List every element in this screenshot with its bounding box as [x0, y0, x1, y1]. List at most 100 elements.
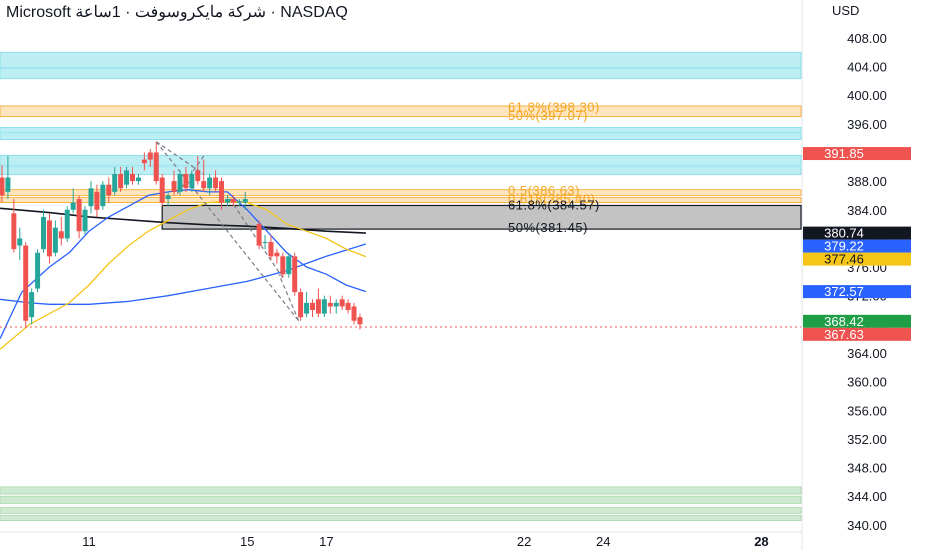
candle-body-38 [224, 199, 230, 203]
zone-green-10 [0, 495, 802, 504]
candle-body-56 [339, 299, 345, 307]
candle-body-7 [41, 216, 47, 250]
ma-line-yellow-3 [0, 200, 367, 350]
candle-body-8 [46, 220, 52, 257]
zone-cyan-6 [0, 166, 802, 176]
price-tag-bg [803, 239, 911, 253]
candles [0, 141, 363, 330]
candle-body-18 [106, 184, 112, 196]
candle-body-27 [159, 177, 165, 203]
candle-body-1 [5, 177, 11, 192]
candle-body-22 [130, 173, 136, 182]
candle-body-48 [292, 256, 298, 293]
candle-body-54 [327, 302, 333, 307]
y-tick-label: 404.00 [847, 60, 887, 75]
y-tick-label: 384.00 [847, 203, 887, 218]
candle-body-58 [351, 306, 357, 321]
fib-label-1: 50%(397.07) [508, 108, 588, 123]
currency-label[interactable]: USD [832, 3, 860, 18]
y-tick-label: 408.00 [847, 31, 887, 46]
price-tag-367.63: 367.63 [803, 327, 911, 342]
y-tick-label: 340.00 [847, 518, 887, 533]
candle-body-32 [189, 173, 195, 189]
dashed-line-3 [226, 195, 284, 279]
zone-orange-8 [0, 197, 802, 204]
y-tick-label: 356.00 [847, 403, 887, 418]
price-tag-label: 372.57 [824, 284, 864, 299]
candle-body-12 [70, 202, 76, 210]
candle-body-55 [333, 302, 339, 307]
candle-body-39 [230, 199, 236, 203]
candle-body-23 [135, 177, 141, 182]
ma-line-blue-1 [0, 243, 367, 305]
fib-label-0: 61.8%(398.30) [508, 99, 600, 114]
price-tag-377.46: 377.46 [803, 252, 911, 267]
x-tick-label: 15 [240, 534, 254, 549]
y-tick-label: 388.00 [847, 174, 887, 189]
price-tag-380.74: 380.74 [803, 226, 911, 241]
price-tag-bg [803, 314, 911, 328]
candle-body-52 [315, 299, 321, 314]
price-tag-label: 367.63 [824, 327, 864, 342]
zone-green-12 [0, 515, 802, 521]
x-tick-label: 11 [82, 534, 96, 549]
candle-body-53 [321, 299, 327, 314]
candle-body-13 [76, 199, 82, 232]
candle-body-31 [183, 173, 189, 189]
candle-body-29 [171, 181, 177, 192]
candle-body-44 [268, 241, 274, 257]
gray-box [161, 204, 802, 230]
fib-label-3: 0.618(385.40) [508, 192, 595, 207]
candle-body-25 [147, 152, 153, 160]
fib-label-4: 61.8%(384.57) [508, 198, 600, 213]
price-tag-372.57: 372.57 [803, 284, 911, 299]
candle-body-30 [177, 173, 183, 192]
candle-body-42 [256, 224, 262, 246]
candle-body-21 [124, 170, 130, 185]
fib-label-2: 0.5(386.63) [508, 183, 580, 198]
candle-body-6 [35, 252, 41, 289]
price-axis: 408.00404.00400.00396.00392.00388.00384.… [847, 31, 887, 533]
price-tag-bg [803, 327, 911, 341]
price-tag-label: 377.46 [824, 252, 864, 267]
dashed-line-1 [155, 141, 205, 175]
candle-body-19 [112, 173, 118, 192]
candle-body-40 [236, 201, 242, 203]
candle-body-10 [58, 231, 64, 239]
candle-body-16 [94, 191, 100, 210]
candle-body-20 [118, 173, 124, 189]
candle-body-3 [17, 238, 23, 246]
chart-title: Microsoft شركة مايكروسوفت · 1ساعة · NASD… [6, 4, 348, 21]
x-tick-label: 17 [319, 534, 333, 549]
candle-body-17 [100, 184, 106, 207]
fib-label-5: 50%(381.45) [508, 220, 588, 235]
price-tag-label: 368.42 [824, 314, 864, 329]
candle-body-59 [357, 317, 363, 325]
zone-orange-7 [0, 189, 802, 196]
zones [0, 51, 802, 521]
candle-body-5 [29, 292, 35, 318]
x-tick-label: 24 [596, 534, 610, 549]
y-tick-label: 352.00 [847, 432, 887, 447]
y-tick-label: 364.00 [847, 346, 887, 361]
candle-body-33 [195, 170, 201, 182]
dashed-line-4 [278, 273, 300, 321]
price-tag-label: 379.22 [824, 239, 864, 254]
candle-body-0 [0, 177, 5, 196]
price-tag-label: 391.85 [824, 146, 864, 161]
candle-body-57 [345, 302, 351, 311]
y-tick-label: 360.00 [847, 375, 887, 390]
y-tick-label: 348.00 [847, 461, 887, 476]
candle-body-46 [280, 256, 286, 275]
candle-body-50 [304, 302, 310, 314]
price-tag-368.42: 368.42 [803, 314, 911, 329]
x-tick-label: 28 [754, 534, 768, 549]
zone-cyan-0 [0, 51, 802, 69]
x-tick-label: 22 [517, 534, 531, 549]
zone-orange-2 [0, 105, 802, 118]
price-tag-label: 380.74 [824, 226, 864, 241]
candle-body-49 [298, 292, 304, 318]
